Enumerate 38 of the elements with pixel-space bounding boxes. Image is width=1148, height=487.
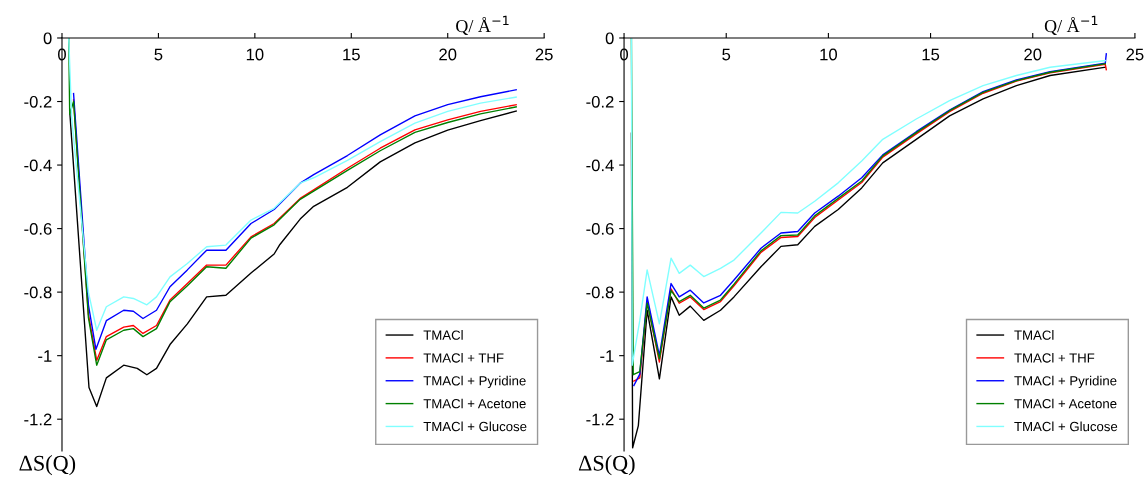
- y-tick-label: -1: [38, 350, 52, 362]
- x-tick-label: 5: [154, 48, 163, 61]
- x-tick-label: 10: [246, 48, 264, 61]
- y-tick-label: -1.2: [586, 413, 614, 426]
- legend-label: TMACl + Glucose: [1014, 421, 1118, 432]
- x-tick-label: 10: [820, 48, 838, 61]
- y-axis-title: ΔS(Q): [19, 455, 76, 476]
- legend-label: TMACl + Pyridine: [423, 375, 526, 389]
- y-axis-title: ΔS(Q): [578, 455, 635, 476]
- x-axis-title: Q/ Å$^{−1}$: [1044, 15, 1098, 35]
- y-tick-label: -0.6: [24, 222, 52, 235]
- legend-label: TMACl + Glucose: [423, 421, 527, 432]
- x-tick-label: 15: [922, 48, 940, 61]
- y-tick-label: -0.4: [586, 159, 614, 172]
- legend-label: TMACl + Acetone: [423, 398, 526, 409]
- y-tick-label: -0.6: [586, 222, 614, 235]
- y-tick-label: -0.8: [586, 286, 614, 299]
- y-tick-label: -0.2: [24, 95, 52, 108]
- y-tick-label: 0: [43, 32, 52, 45]
- x-tick-label: 25: [1126, 48, 1144, 61]
- legend-label: TMACl: [1014, 330, 1054, 340]
- y-tick-label: -0.2: [586, 95, 614, 108]
- x-tick-label: 25: [535, 48, 553, 61]
- y-tick-label: -0.8: [24, 286, 52, 299]
- x-axis-title: Q/ Å$^{−1}$: [456, 15, 509, 35]
- y-tick-label: -1.2: [24, 413, 52, 426]
- x-tick-label: 15: [343, 48, 360, 61]
- x-tick-label: 20: [439, 48, 457, 61]
- legend-label: TMACl + THF: [1014, 352, 1095, 363]
- legend-label: TMACl + Acetone: [1014, 398, 1117, 409]
- legend-label: TMACl + THF: [423, 352, 504, 363]
- legend-label: TMACl: [423, 330, 463, 340]
- y-tick-label: 0: [605, 32, 614, 45]
- y-tick-label: -1: [600, 350, 614, 362]
- x-tick-label: 5: [722, 48, 731, 61]
- legend-label: TMACl + Pyridine: [1014, 375, 1117, 389]
- x-tick-label: 20: [1024, 48, 1042, 61]
- y-tick-label: -0.4: [24, 159, 52, 172]
